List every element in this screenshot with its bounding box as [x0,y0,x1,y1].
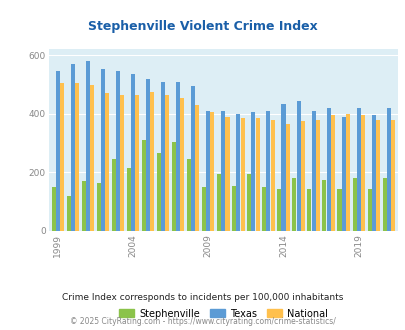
Bar [345,114,349,231]
Bar [146,79,150,231]
Bar [116,72,120,231]
Bar [232,185,236,231]
Bar [206,111,210,231]
Bar [247,174,251,231]
Bar [75,83,79,231]
Bar [141,140,145,231]
Bar [120,95,124,231]
Bar [296,101,300,231]
Bar [341,117,345,231]
Bar [390,120,394,231]
Bar [300,121,304,231]
Bar [270,120,274,231]
Bar [126,168,130,231]
Bar [70,64,75,231]
Bar [277,188,281,231]
Bar [85,61,90,231]
Bar [337,188,341,231]
Bar [191,86,195,231]
Bar [322,180,326,231]
Bar [90,84,94,231]
Bar [100,69,104,231]
Bar [221,111,225,231]
Bar [375,120,379,231]
Text: Crime Index corresponds to incidents per 100,000 inhabitants: Crime Index corresponds to incidents per… [62,292,343,302]
Legend: Stephenville, Texas, National: Stephenville, Texas, National [115,305,331,323]
Bar [195,105,199,231]
Bar [217,174,221,231]
Bar [326,108,330,231]
Bar [386,108,390,231]
Bar [236,114,240,231]
Bar [285,124,289,231]
Bar [292,178,296,231]
Bar [262,187,266,231]
Bar [156,153,160,231]
Bar [266,111,270,231]
Bar [352,178,356,231]
Bar [66,196,70,231]
Bar [225,117,229,231]
Bar [111,159,115,231]
Bar [165,95,169,231]
Bar [105,93,109,231]
Bar [202,187,206,231]
Bar [81,181,85,231]
Bar [96,183,100,231]
Bar [186,159,190,231]
Bar [150,92,154,231]
Text: © 2025 CityRating.com - https://www.cityrating.com/crime-statistics/: © 2025 CityRating.com - https://www.city… [70,317,335,326]
Bar [240,118,244,231]
Bar [210,113,214,231]
Bar [382,178,386,231]
Bar [60,83,64,231]
Bar [176,82,180,231]
Bar [330,115,334,231]
Bar [251,113,255,231]
Bar [315,120,319,231]
Bar [281,104,285,231]
Bar [360,115,364,231]
Bar [161,82,165,231]
Bar [371,115,375,231]
Text: Stephenville Violent Crime Index: Stephenville Violent Crime Index [88,20,317,33]
Bar [55,72,60,231]
Bar [356,108,360,231]
Bar [255,118,259,231]
Bar [367,188,371,231]
Bar [135,95,139,231]
Bar [311,111,315,231]
Bar [307,188,311,231]
Bar [171,142,175,231]
Bar [51,187,55,231]
Bar [180,98,184,231]
Bar [131,74,135,231]
